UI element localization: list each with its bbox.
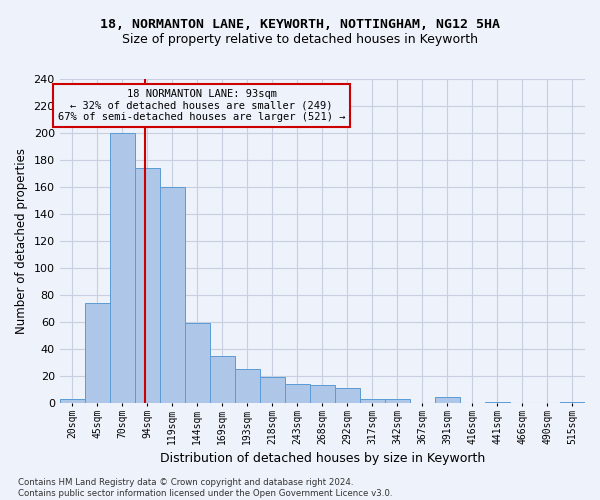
Bar — [85, 303, 110, 403]
Bar — [285, 384, 310, 403]
Text: Contains HM Land Registry data © Crown copyright and database right 2024.
Contai: Contains HM Land Registry data © Crown c… — [18, 478, 392, 498]
X-axis label: Distribution of detached houses by size in Keyworth: Distribution of detached houses by size … — [160, 452, 485, 465]
Bar — [560, 402, 585, 403]
Y-axis label: Number of detached properties: Number of detached properties — [15, 148, 28, 334]
Bar — [110, 133, 135, 403]
Bar — [59, 399, 85, 403]
Bar — [385, 399, 410, 403]
Text: 18 NORMANTON LANE: 93sqm
← 32% of detached houses are smaller (249)
67% of semi-: 18 NORMANTON LANE: 93sqm ← 32% of detach… — [58, 88, 345, 122]
Bar — [335, 388, 360, 403]
Bar — [260, 377, 285, 403]
Bar — [135, 168, 160, 403]
Bar — [485, 402, 510, 403]
Bar — [435, 398, 460, 403]
Text: Size of property relative to detached houses in Keyworth: Size of property relative to detached ho… — [122, 32, 478, 46]
Bar — [235, 369, 260, 403]
Bar — [185, 323, 210, 403]
Bar — [210, 356, 235, 403]
Bar — [360, 399, 385, 403]
Text: 18, NORMANTON LANE, KEYWORTH, NOTTINGHAM, NG12 5HA: 18, NORMANTON LANE, KEYWORTH, NOTTINGHAM… — [100, 18, 500, 30]
Bar — [310, 386, 335, 403]
Bar — [160, 187, 185, 403]
